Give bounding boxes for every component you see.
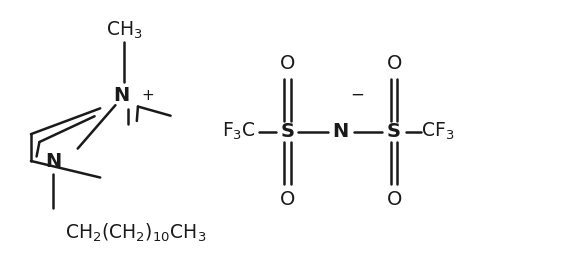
Text: CH$_2$(CH$_2$)$_{10}$CH$_3$: CH$_2$(CH$_2$)$_{10}$CH$_3$ bbox=[65, 222, 206, 244]
Text: F$_3$C: F$_3$C bbox=[222, 121, 256, 142]
Text: O: O bbox=[279, 54, 295, 73]
Text: S: S bbox=[280, 122, 294, 141]
Text: O: O bbox=[386, 54, 402, 73]
Text: CH$_3$: CH$_3$ bbox=[105, 20, 142, 41]
Text: N: N bbox=[46, 152, 61, 171]
Text: O: O bbox=[386, 190, 402, 209]
Text: O: O bbox=[279, 190, 295, 209]
Text: −: − bbox=[351, 86, 364, 104]
Text: N: N bbox=[333, 122, 348, 141]
Text: N: N bbox=[113, 87, 129, 105]
Text: +: + bbox=[141, 88, 154, 104]
Text: S: S bbox=[387, 122, 401, 141]
Text: CF$_3$: CF$_3$ bbox=[421, 121, 454, 142]
